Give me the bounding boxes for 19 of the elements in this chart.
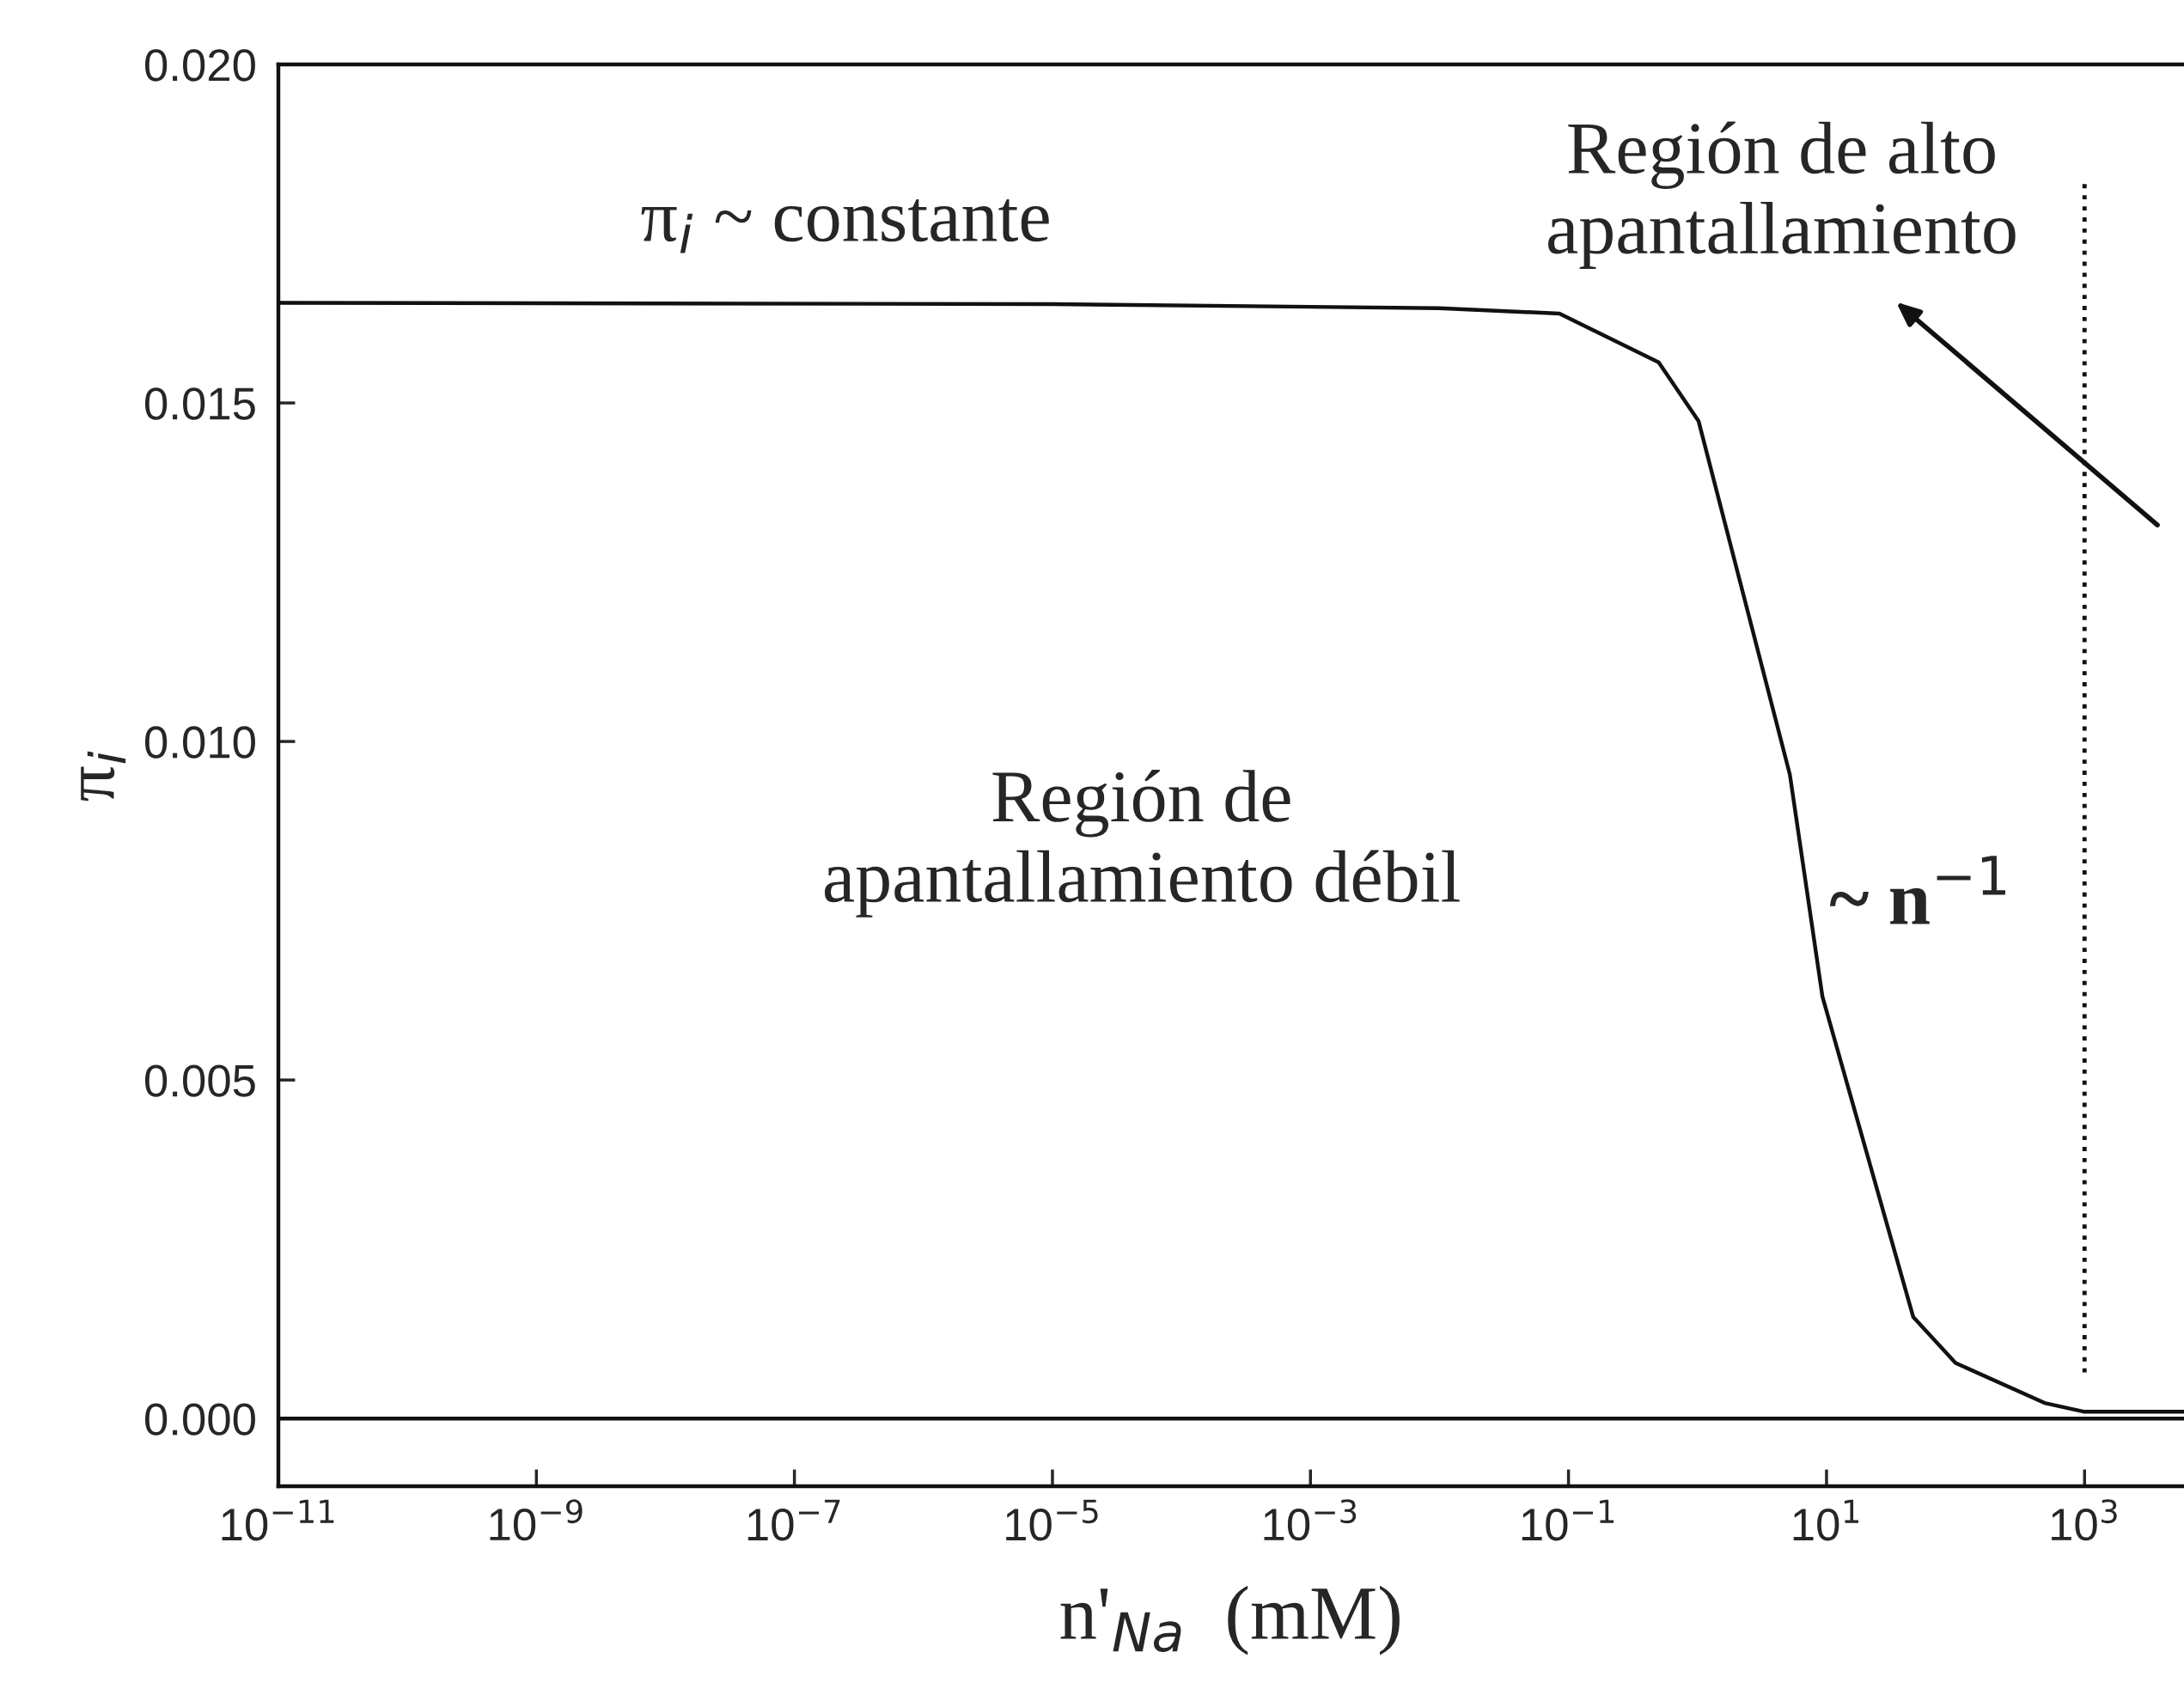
- x-tick-label: 10$^{−3}$: [1264, 1499, 1357, 1541]
- x-tick-label: 10$^{−7}$: [747, 1499, 840, 1541]
- x-axis-title: n'$_{Na}$ (mM): [1060, 1585, 1400, 1655]
- annotation: ~ n$^{−1}$: [1829, 856, 2005, 924]
- y-tick-label: 0.010: [145, 726, 255, 759]
- x-tick-label: 10$^{1}$: [1793, 1499, 1859, 1541]
- y-tick-label: 0.015: [145, 387, 255, 420]
- y-tick-label: 0.005: [145, 1064, 255, 1097]
- annotation: π$_{i}$ ~ constante: [641, 198, 1049, 253]
- annotation: Región de apantallamiento débil: [824, 770, 1460, 918]
- annotation: Región de alto apantallamiento: [1548, 121, 2016, 269]
- y-tick-label: 0.020: [145, 49, 255, 82]
- x-tick-label: 10$^{−5}$: [1006, 1499, 1098, 1541]
- y-tick-label: 0.000: [145, 1403, 255, 1436]
- x-tick-label: 10$^{−11}$: [222, 1499, 334, 1541]
- y-axis-title: π$_{i}$: [81, 751, 126, 802]
- x-tick-label: 10$^{−9}$: [490, 1499, 583, 1541]
- x-tick-label: 10$^{3}$: [2052, 1499, 2117, 1541]
- x-tick-label: 10$^{−1}$: [1522, 1499, 1614, 1541]
